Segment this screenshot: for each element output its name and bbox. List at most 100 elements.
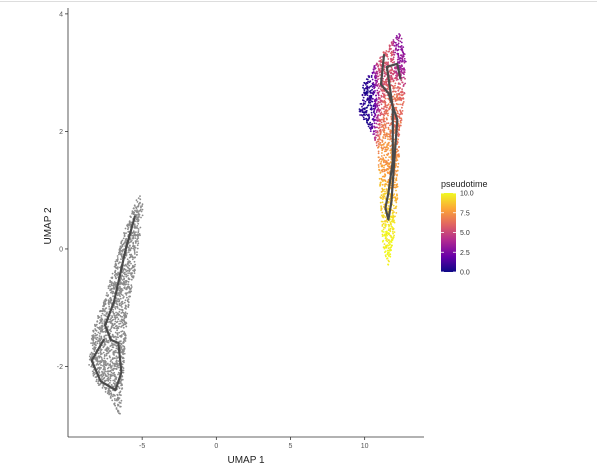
cell-point bbox=[396, 98, 399, 101]
cell-point bbox=[115, 324, 118, 327]
cell-point bbox=[119, 320, 121, 322]
cell-point bbox=[390, 58, 392, 60]
cell-point bbox=[364, 100, 367, 103]
cell-point bbox=[107, 376, 110, 379]
cell-point bbox=[131, 258, 134, 261]
cell-point bbox=[98, 322, 101, 325]
cell-point bbox=[127, 272, 129, 274]
cell-point bbox=[383, 96, 385, 99]
x-tick-label: 5 bbox=[289, 443, 293, 450]
cell-point bbox=[94, 343, 96, 346]
cell-point bbox=[98, 316, 101, 319]
cell-point bbox=[393, 93, 396, 96]
cell-point bbox=[127, 228, 129, 231]
cell-point bbox=[374, 129, 377, 132]
cell-point bbox=[111, 361, 114, 364]
cell-point bbox=[391, 219, 394, 222]
cell-point bbox=[91, 370, 94, 373]
cell-point bbox=[89, 357, 92, 359]
cell-point bbox=[392, 42, 395, 45]
cell-point bbox=[388, 232, 391, 235]
cell-point bbox=[388, 141, 390, 144]
cell-point bbox=[96, 356, 98, 359]
cell-point bbox=[385, 106, 388, 109]
cell-point bbox=[383, 154, 386, 157]
cell-point bbox=[366, 85, 368, 88]
cell-point bbox=[381, 140, 384, 142]
cell-point bbox=[399, 54, 402, 57]
cell-point bbox=[104, 318, 107, 321]
cell-point bbox=[385, 61, 388, 64]
legend-tick-label: 0.0 bbox=[460, 270, 470, 277]
cell-point bbox=[383, 161, 385, 164]
cell-point bbox=[387, 207, 390, 210]
cell-point bbox=[371, 97, 373, 100]
cell-point bbox=[98, 366, 101, 369]
cell-point bbox=[116, 316, 119, 319]
cell-point bbox=[97, 370, 100, 373]
cell-point bbox=[381, 220, 384, 223]
cell-point bbox=[105, 299, 108, 302]
cell-point bbox=[387, 208, 389, 211]
cell-point bbox=[118, 412, 120, 415]
cell-point bbox=[121, 330, 124, 332]
cell-point bbox=[129, 291, 131, 294]
cell-point bbox=[133, 213, 136, 216]
cell-point bbox=[389, 129, 392, 132]
cell-point bbox=[126, 269, 129, 272]
cell-point bbox=[366, 87, 369, 90]
cell-point bbox=[115, 301, 118, 303]
cell-point bbox=[111, 277, 114, 280]
cell-point bbox=[403, 71, 406, 73]
cell-point bbox=[385, 220, 388, 222]
cell-point bbox=[120, 289, 123, 291]
cell-point bbox=[118, 304, 121, 307]
cell-point bbox=[384, 120, 386, 123]
cell-point bbox=[113, 354, 115, 356]
cell-point bbox=[392, 53, 395, 56]
cell-point bbox=[114, 275, 117, 278]
cell-point bbox=[397, 37, 400, 40]
cell-point bbox=[383, 70, 386, 73]
cell-point bbox=[385, 239, 388, 242]
cell-point bbox=[383, 68, 386, 71]
cell-point bbox=[390, 71, 393, 74]
cell-point bbox=[121, 316, 124, 318]
cell-point bbox=[397, 97, 400, 99]
cell-point bbox=[381, 214, 383, 217]
cell-point bbox=[387, 114, 389, 117]
cell-point bbox=[101, 352, 103, 355]
cell-point bbox=[128, 264, 131, 267]
cell-point bbox=[118, 253, 120, 256]
cell-point bbox=[89, 353, 92, 356]
cell-point bbox=[383, 108, 385, 110]
cell-point bbox=[131, 275, 133, 278]
cell-point bbox=[361, 114, 364, 117]
cell-point bbox=[115, 345, 118, 347]
cell-point bbox=[395, 179, 397, 181]
cell-point bbox=[379, 138, 381, 141]
cell-point bbox=[397, 56, 400, 58]
cell-point bbox=[381, 235, 384, 238]
cell-point bbox=[119, 405, 122, 408]
cell-point bbox=[106, 377, 109, 380]
cell-point bbox=[119, 302, 121, 305]
cell-point bbox=[111, 310, 114, 313]
cell-point bbox=[118, 294, 121, 296]
cell-point bbox=[394, 51, 397, 54]
cell-point bbox=[119, 295, 121, 298]
cell-point bbox=[370, 74, 373, 77]
cell-point bbox=[90, 365, 93, 368]
pseudotime-colorbar bbox=[441, 193, 456, 272]
cell-point bbox=[397, 42, 400, 45]
cell-point bbox=[375, 94, 377, 97]
cell-point bbox=[113, 281, 116, 283]
cell-point bbox=[106, 346, 109, 349]
cell-point bbox=[385, 156, 387, 159]
cell-point bbox=[122, 326, 125, 329]
cell-point bbox=[95, 338, 98, 341]
cell-point bbox=[120, 375, 123, 378]
cell-point bbox=[116, 294, 119, 297]
cell-point bbox=[387, 50, 390, 53]
cell-point bbox=[376, 109, 378, 112]
